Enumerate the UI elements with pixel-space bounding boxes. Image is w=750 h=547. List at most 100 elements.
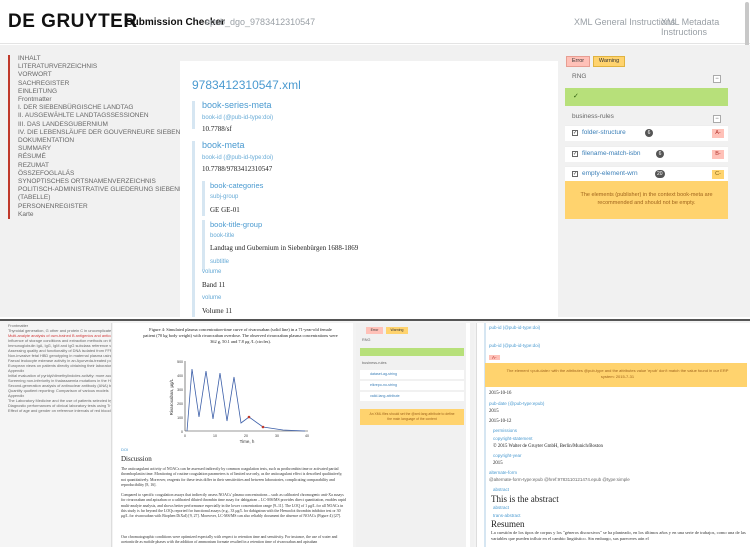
xml-element-copyright-statement[interactable]: copyright-statement (493, 436, 533, 441)
xml-value: © 2015 Walter de Gruyter GmbH, Berlin/Mu… (493, 444, 603, 449)
xml-element-subj-group[interactable]: subj-group (210, 194, 239, 200)
rule-checkbox[interactable]: ✓ (572, 151, 578, 157)
xml-element-subtitle[interactable]: subtitle (210, 259, 230, 265)
check-icon: ✓ (573, 93, 579, 100)
y-tick: 400 (177, 374, 183, 378)
toc-item[interactable]: II. AUSGEWÄHLTE LANDTAGSSESSIONEN (18, 112, 149, 120)
tree-guide (192, 141, 195, 317)
rule-row[interactable]: ✓ empty-element-wrn 20 C- (565, 166, 728, 182)
rule-checkbox[interactable]: ✓ (572, 171, 578, 177)
xml-element-abstract[interactable]: abstract (493, 505, 510, 510)
rule-row[interactable]: valid-lang-attribute (360, 392, 464, 401)
toc-item[interactable]: RÉSUMÉ (18, 153, 46, 161)
collapse-business-rules-toggle[interactable]: − (713, 115, 721, 123)
toc-item[interactable]: Assessing quality and functionality of D… (8, 348, 111, 353)
xml-value: 10.7788/9783412310547 (202, 165, 273, 173)
toc-item[interactable]: LITERATURVERZEICHNIS (18, 63, 98, 71)
xml-element-book-title-group[interactable]: book-title-group (210, 220, 263, 229)
rule-name[interactable]: filename-match-isbn (582, 150, 641, 157)
toc-item[interactable]: DOKUMENTATION (18, 137, 75, 145)
toc-item[interactable]: Faecal leukocyte esterase activity in an… (8, 358, 112, 363)
xml-element-permissions[interactable]: permissions (493, 428, 518, 433)
toc-item[interactable]: Thyroidal generation, G other and protei… (8, 328, 112, 333)
toc-item[interactable]: Screening non-inferiority in thalassaemi… (8, 378, 111, 383)
toc-item[interactable]: SACHREGISTER (18, 79, 70, 87)
toc-item[interactable]: Appendix (8, 393, 25, 398)
warning-filter-button[interactable]: Warning (386, 327, 408, 334)
xml-detail-panel: pub-id (@pub-id-type:doi) pub-id (@pub-i… (476, 323, 750, 547)
rule-row[interactable]: elkrepo-no-string (360, 381, 464, 390)
toc-item[interactable]: INHALT (18, 55, 41, 62)
scrollbar[interactable] (466, 323, 470, 547)
toc-item[interactable]: Frontmatter (8, 323, 29, 328)
toc-item[interactable]: EINLEITUNG (18, 87, 58, 95)
toc-item[interactable]: SYNOPTISCHES ORTSNAMENVERZEICHNIS (18, 178, 156, 186)
xml-element-abstract[interactable]: abstract (493, 487, 510, 492)
error-filter-button[interactable]: Error (566, 56, 590, 67)
rule-row[interactable]: ✓ filename-match-isbn 6 B- (565, 146, 728, 162)
toc-item[interactable]: Immunoglobulin IgA, IgG, IgM and IgG sub… (8, 343, 112, 348)
xml-element-book-id[interactable]: book-id (@pub-id-type:doi) (202, 155, 274, 161)
toc-item[interactable]: (TABELLE) (18, 194, 51, 202)
toc-item[interactable]: Quantity quotient reporting: Comparison … (8, 388, 109, 393)
xml-element-book-meta[interactable]: book-meta (202, 140, 245, 150)
severity-badge: C- (712, 170, 724, 179)
xml-attributes: @alternate-form-type:epub @href:97831101… (489, 477, 630, 482)
toc-item[interactable]: I. DER SIEBENBÜRGISCHE LANDTAG (18, 104, 134, 112)
rng-section-label: RNG (572, 73, 587, 80)
doi-link[interactable]: DOI (121, 447, 129, 452)
brand-logo[interactable]: DE GRUYTER (8, 11, 138, 32)
toc-item[interactable]: Second-generation analysis of antinuclea… (8, 383, 112, 388)
toc-item[interactable]: Non-invasive fetal HBD genotyping in mat… (8, 353, 112, 358)
x-tick: 0 (184, 434, 186, 438)
xml-element-volume[interactable]: volume (202, 269, 222, 275)
toc-item[interactable]: VORWORT (18, 71, 52, 79)
toc-item-selected[interactable]: Multi-analyte analysis of own-trained B … (8, 333, 111, 338)
toc-item[interactable]: Influence of storage conditions and extr… (8, 338, 112, 343)
paragraph: The anticoagulant activity of NOACs can … (121, 467, 343, 487)
toc-item[interactable]: European views on patients directly obta… (8, 363, 112, 368)
xml-element-book-series-meta[interactable]: book-series-meta (202, 100, 272, 110)
rule-name[interactable]: empty-element-wrn (582, 170, 638, 177)
toc-item[interactable]: Appendix (8, 368, 25, 373)
toc-item[interactable]: POLITISCH-ADMINISTRATIVE GLIEDERUNG SIEB… (18, 186, 212, 194)
warning-message: The elements (publisher) in the context … (565, 181, 728, 219)
toc-item[interactable]: Effect of age and gender on reference in… (8, 408, 111, 413)
toc-item[interactable]: Initial evaluation of pyridyl/dimethylin… (8, 373, 112, 378)
toc-item[interactable]: ÖSSZEFOGLALÁS (18, 169, 75, 177)
toc-item[interactable]: Frontmatter (18, 96, 52, 104)
xml-element-pub-id[interactable]: pub-id (@pub-id-type:doi) (489, 343, 541, 348)
xml-element-copyright-year[interactable]: copyright-year (493, 453, 522, 458)
rule-row[interactable]: dataset-ag-string (360, 370, 464, 379)
toc-item[interactable]: Diagnostic performances of clinical labo… (8, 403, 112, 408)
xml-element-book-id[interactable]: book-id (@pub-id-type:doi) (202, 115, 274, 121)
toc-item[interactable]: Karte (18, 210, 34, 218)
nav-xml-general-instructions[interactable]: XML General Instructions (574, 17, 676, 27)
toc-item[interactable]: The Laboratory Medicine and the use of p… (8, 398, 112, 403)
xml-element-alternate-form[interactable]: alternate-form (489, 470, 518, 475)
rule-checkbox[interactable]: ✓ (572, 130, 578, 136)
xml-element-book-title[interactable]: book-title (210, 233, 235, 239)
error-filter-button[interactable]: Error (366, 327, 383, 334)
figure-caption: Figure 4: Simulated plasma concentration… (143, 327, 338, 344)
xml-value: 2015 (493, 461, 503, 466)
severity-badge: A- (489, 355, 500, 360)
toc-item[interactable]: SUMMARY (18, 145, 52, 153)
xml-element-volume[interactable]: volume (202, 295, 222, 301)
toc-item[interactable]: III. DAS LANDESGUBERNIUM (18, 120, 108, 128)
warning-filter-button[interactable]: Warning (593, 56, 625, 67)
rule-count-badge: 6 (656, 150, 664, 158)
toc-item[interactable]: REZUMAT (18, 161, 49, 169)
nav-xml-metadata-instructions[interactable]: XML Metadata Instructions (661, 17, 720, 37)
xml-element-pub-date[interactable]: pub-date (@pub-type:epub) (489, 401, 545, 406)
toc-item[interactable]: PERSONENREGISTER (18, 202, 88, 210)
rule-row[interactable]: ✓ folder-structure 6 A- (565, 125, 728, 141)
xml-element-pub-id[interactable]: pub-id (@pub-id-type:doi) (489, 325, 541, 330)
scrollbar[interactable] (745, 2, 749, 52)
xml-value: 2015-10-12 (489, 419, 512, 424)
rule-name[interactable]: folder-structure (582, 129, 626, 136)
collapse-rng-toggle[interactable]: − (713, 75, 721, 83)
xml-element-book-categories[interactable]: book-categories (210, 181, 264, 190)
xml-element-trans-abstract[interactable]: trans-abstract (493, 513, 521, 518)
toc-item[interactable]: IV. DIE LEBENSLÄUFE DER GOUVERNEURE SIEB… (18, 128, 213, 136)
